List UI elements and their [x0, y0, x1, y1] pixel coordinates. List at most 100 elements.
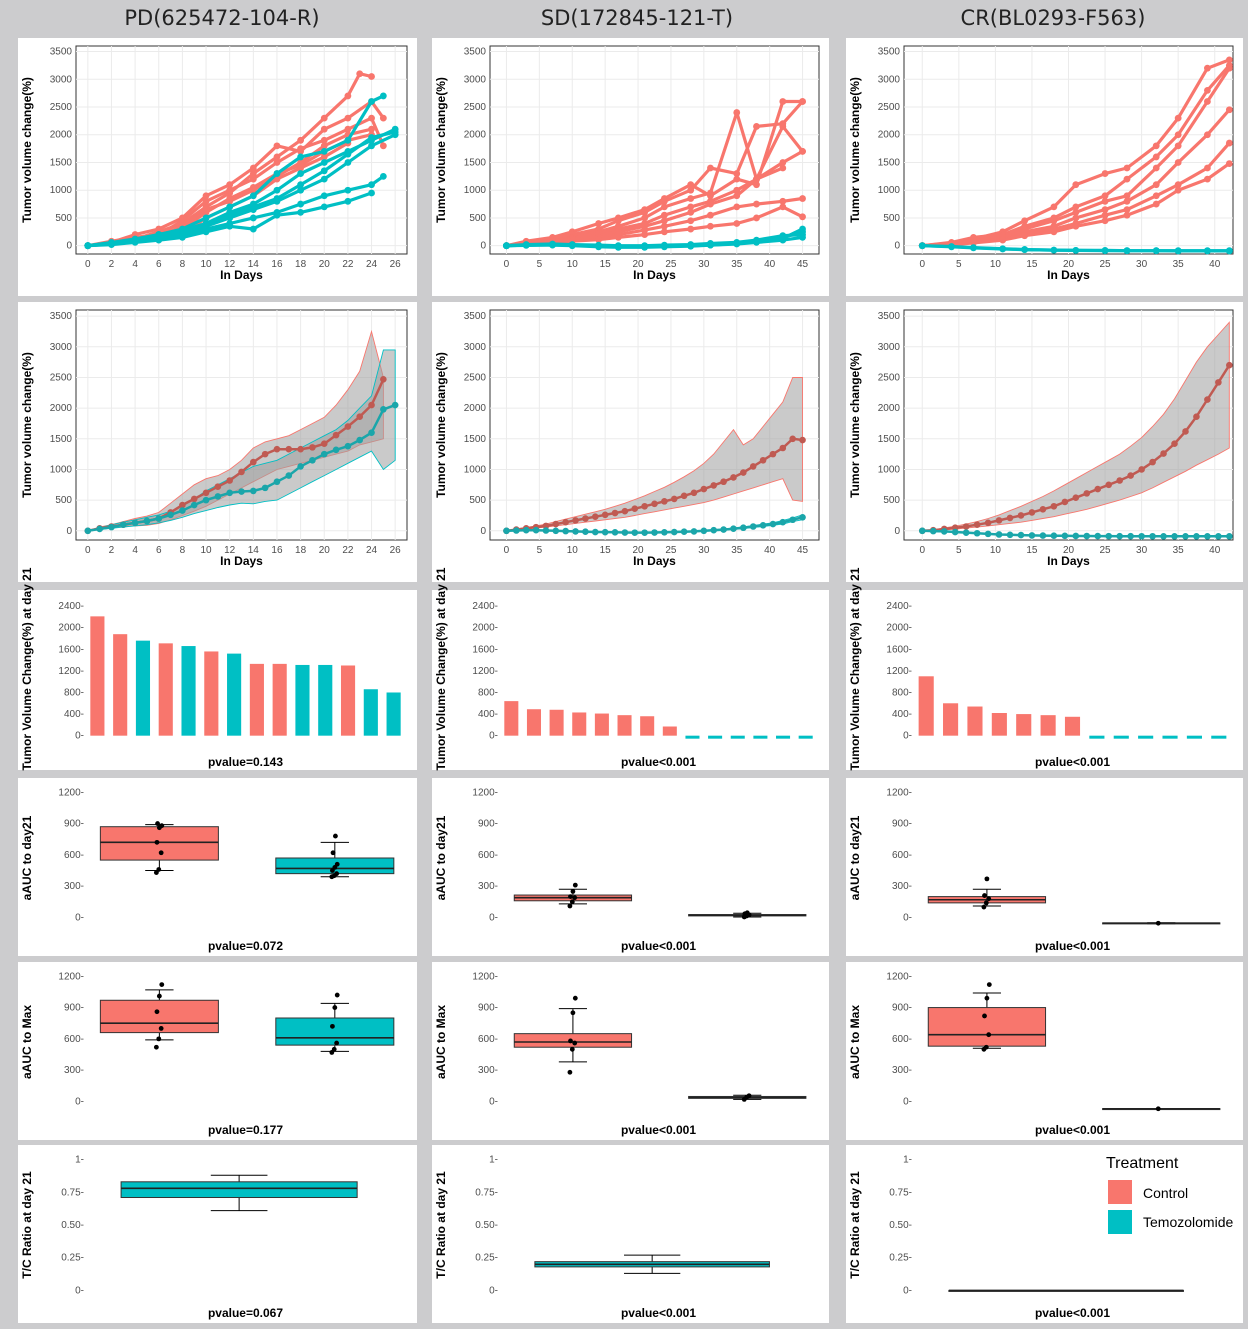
y-tick-label: 1200- [58, 787, 84, 798]
y-tick-label: 0- [903, 912, 912, 923]
series-point [1204, 175, 1211, 183]
mean-point [1072, 494, 1080, 501]
mean-point [1182, 428, 1189, 435]
data-point [567, 1069, 573, 1075]
mean-point [1226, 533, 1233, 540]
mean-point [179, 501, 186, 509]
y-tick-label: 2500 [878, 372, 901, 383]
series-point [368, 98, 375, 105]
y-tick-label: 1200- [472, 787, 498, 798]
y-tick-label: 1600- [58, 644, 84, 655]
series-point [1123, 206, 1131, 214]
waterfall-bar [135, 640, 151, 736]
y-tick-label: 1000 [878, 464, 901, 475]
mean-point [1204, 533, 1211, 540]
y-tick-label: 3000 [50, 74, 73, 85]
waterfall-bar [1162, 735, 1178, 739]
data-point [155, 821, 160, 826]
waterfall-bar [572, 712, 587, 736]
series-point [753, 123, 760, 130]
series-point [249, 214, 257, 222]
data-point [1155, 1106, 1161, 1112]
series-point [1123, 175, 1131, 183]
waterfall-bar [181, 646, 196, 736]
mean-point [641, 502, 648, 510]
series-point [641, 243, 649, 250]
series-point [1152, 247, 1160, 255]
y-tick-label: 2000 [50, 403, 73, 414]
mean-point [730, 474, 737, 481]
data-point [1155, 920, 1161, 926]
series-point [155, 236, 163, 244]
mean-point [582, 528, 589, 536]
mean-point [759, 521, 767, 529]
series-point [660, 211, 668, 219]
series-point [1225, 247, 1233, 255]
series-point [614, 233, 622, 241]
y-tick-label: 0 [480, 241, 486, 252]
y-axis-label: Tumor volume change(%) [848, 352, 862, 498]
y-tick-label: 1000 [464, 464, 487, 475]
waterfall-bar [249, 663, 264, 736]
mean-point [1138, 532, 1145, 540]
mean-point [1105, 532, 1113, 540]
y-tick-label: 400- [892, 709, 912, 720]
y-axis-label: Tumor volume change(%) [848, 77, 862, 223]
mean-point [710, 526, 718, 534]
x-tick-label: 30 [698, 545, 710, 556]
series-point [614, 217, 622, 225]
series-point [273, 153, 281, 161]
y-tick-label: 2400- [58, 601, 84, 612]
series-point [320, 153, 328, 161]
x-tick-label: 12 [224, 259, 236, 270]
mean-point [226, 489, 233, 497]
mean-point [297, 445, 304, 453]
mean-point [621, 507, 629, 515]
waterfall-bar [318, 664, 333, 736]
box-temozolomide [120, 1181, 358, 1199]
y-tick-label: 600- [64, 850, 84, 861]
mean-point [680, 492, 688, 500]
mean-point [720, 478, 727, 486]
data-point [572, 895, 578, 901]
mean-point [680, 528, 688, 536]
series-point [779, 235, 787, 242]
series-point [595, 236, 602, 243]
data-point [334, 1040, 340, 1046]
x-tick-label: 4 [132, 259, 138, 270]
y-tick-label: 0.25- [61, 1253, 84, 1264]
series-point [368, 142, 375, 150]
y-tick-label: 1500 [50, 157, 73, 168]
waterfall-bar [227, 653, 242, 736]
series-point [344, 150, 352, 158]
waterfall-bar [662, 726, 677, 736]
y-tick-label: 600- [478, 1034, 498, 1045]
mean-point [582, 515, 589, 522]
panel-background [18, 1145, 417, 1323]
series-point [753, 238, 760, 246]
series-point [549, 241, 556, 249]
y-tick-label: 1500 [50, 434, 73, 445]
series-point [1101, 170, 1109, 177]
x-tick-label: 6 [156, 545, 162, 556]
y-tick-label: 1200- [58, 971, 84, 982]
series-point [226, 211, 234, 219]
series-point [799, 233, 806, 241]
series-point [368, 181, 375, 189]
y-tick-label: 0.50- [475, 1220, 498, 1231]
mean-point [690, 528, 698, 535]
waterfall-bar [640, 716, 655, 736]
y-tick-label: 3500 [50, 311, 73, 322]
series-point [1174, 181, 1182, 189]
waterfall-bar [549, 709, 564, 736]
y-tick-label: 300- [892, 881, 912, 892]
x-tick-label: 16 [271, 259, 283, 270]
series-point [1174, 159, 1182, 166]
data-point [330, 1023, 335, 1029]
y-tick-label: 2000 [878, 403, 901, 414]
series-point [202, 214, 210, 222]
y-tick-label: 1200- [886, 787, 912, 798]
series-point [687, 242, 695, 250]
